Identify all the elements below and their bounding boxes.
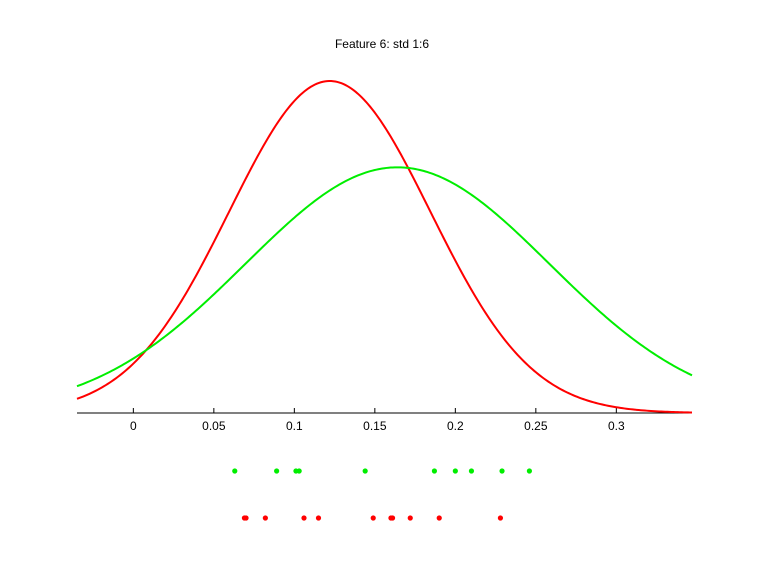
sample-dot bbox=[301, 515, 307, 521]
x-tick-label: 0.15 bbox=[363, 419, 387, 433]
x-tick-label: 0.05 bbox=[202, 419, 226, 433]
sample-dots bbox=[232, 468, 533, 521]
x-tick-label: 0.1 bbox=[286, 419, 303, 433]
sample-dot bbox=[262, 515, 268, 521]
sample-dot bbox=[362, 468, 368, 474]
sample-dot bbox=[389, 515, 396, 521]
sample-dot bbox=[452, 468, 458, 474]
x-axis: 0 0.05 0.1 0.15 0.2 0.25 0.3 bbox=[77, 408, 692, 433]
x-tick-label: 0.2 bbox=[447, 419, 464, 433]
sample-dot bbox=[468, 468, 475, 474]
sample-dot bbox=[243, 515, 249, 521]
x-tick-label: 0 bbox=[130, 419, 137, 433]
x-tick-label: 0.3 bbox=[608, 419, 625, 433]
sample-dot bbox=[315, 515, 322, 521]
sample-dot bbox=[274, 468, 280, 474]
chart-title: Feature 6: std 1:6 bbox=[335, 37, 429, 51]
sample-dot bbox=[436, 515, 442, 521]
sample-dot bbox=[431, 468, 438, 474]
density-curve-1 bbox=[76, 166, 693, 388]
x-tick-label: 0.25 bbox=[524, 419, 548, 433]
density-curve-0 bbox=[76, 80, 693, 414]
sample-dot bbox=[407, 515, 413, 521]
sample-dot bbox=[370, 515, 376, 521]
sample-dot bbox=[526, 468, 533, 474]
sample-dot bbox=[296, 468, 302, 474]
density-curves bbox=[76, 80, 693, 414]
sample-dot bbox=[232, 468, 238, 474]
sample-dot bbox=[499, 468, 505, 474]
sample-dot bbox=[497, 515, 504, 521]
